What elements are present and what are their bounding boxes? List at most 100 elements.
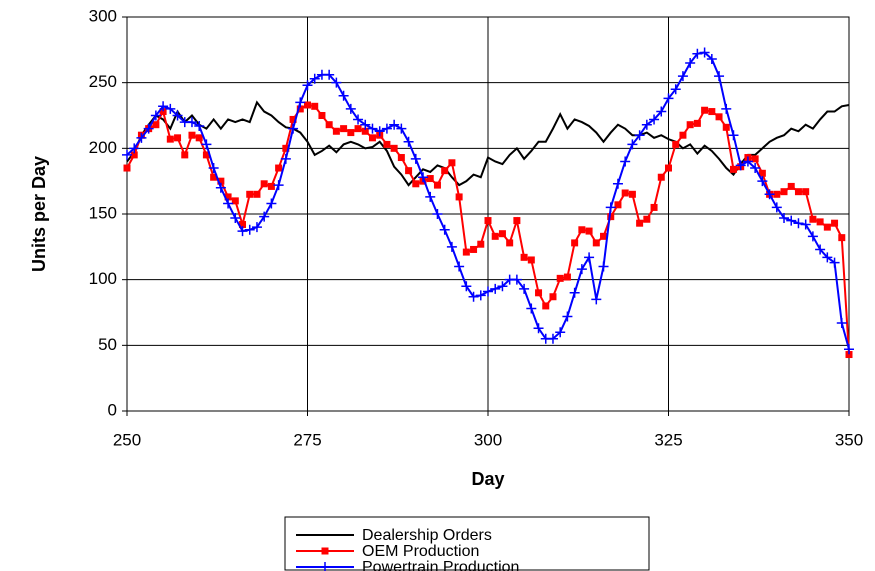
marker	[331, 77, 342, 88]
marker	[215, 182, 226, 193]
marker	[446, 241, 457, 252]
marker	[484, 217, 492, 225]
marker	[714, 71, 725, 82]
marker	[122, 149, 132, 160]
marker	[397, 154, 405, 162]
y-tick-label: 150	[89, 203, 117, 222]
x-tick-label: 275	[293, 430, 321, 449]
marker	[477, 240, 485, 248]
marker	[396, 123, 407, 134]
marker	[338, 90, 349, 101]
marker	[555, 327, 566, 338]
marker	[764, 189, 775, 200]
marker	[143, 123, 154, 134]
marker	[779, 212, 790, 223]
marker	[309, 73, 320, 84]
marker	[295, 97, 306, 108]
y-tick-label: 300	[89, 6, 117, 25]
marker	[237, 226, 248, 237]
marker	[556, 274, 564, 282]
marker	[266, 198, 277, 209]
marker	[650, 203, 658, 211]
marker	[498, 230, 506, 238]
marker	[441, 167, 449, 175]
marker	[304, 101, 311, 109]
marker	[526, 303, 537, 314]
marker	[802, 188, 810, 196]
marker	[591, 294, 602, 305]
marker	[657, 173, 665, 181]
x-tick-label: 350	[835, 430, 863, 449]
marker	[506, 239, 514, 247]
marker	[679, 131, 687, 139]
marker	[656, 106, 667, 117]
marker	[129, 143, 140, 154]
marker	[823, 223, 831, 231]
marker	[201, 139, 212, 150]
marker	[620, 156, 631, 167]
marker	[347, 129, 355, 137]
x-axis-title: Day	[471, 469, 504, 489]
marker	[708, 108, 716, 116]
marker	[612, 178, 623, 189]
marker	[693, 119, 701, 127]
marker	[511, 274, 522, 285]
marker	[345, 103, 356, 114]
marker	[773, 190, 781, 198]
marker	[600, 232, 608, 240]
marker	[288, 123, 299, 134]
y-tick-label: 0	[108, 400, 117, 419]
marker	[699, 47, 710, 58]
marker	[194, 121, 205, 132]
x-tick-label: 325	[654, 430, 682, 449]
marker	[578, 226, 586, 234]
marker	[665, 164, 672, 172]
marker	[787, 182, 795, 190]
marker	[729, 165, 737, 173]
marker	[318, 112, 326, 119]
marker	[685, 57, 696, 68]
legend-label: Dealership Orders	[362, 527, 492, 544]
marker	[794, 188, 802, 196]
marker	[735, 160, 746, 171]
marker	[780, 188, 788, 196]
marker	[172, 110, 183, 121]
marker	[324, 69, 335, 80]
marker	[527, 256, 535, 264]
marker	[641, 119, 652, 130]
marker	[838, 234, 846, 242]
marker	[628, 190, 636, 198]
marker	[535, 289, 543, 297]
x-tick-label: 250	[113, 430, 141, 449]
marker	[836, 318, 847, 329]
marker	[403, 136, 414, 147]
marker	[677, 71, 688, 82]
marker	[815, 244, 826, 255]
marker	[332, 127, 340, 135]
marker	[311, 102, 319, 110]
y-axis-title: Units per Day	[29, 156, 49, 272]
marker	[412, 180, 420, 188]
marker	[549, 293, 557, 301]
marker	[547, 333, 558, 344]
marker	[663, 93, 674, 104]
marker	[325, 121, 333, 129]
marker	[721, 103, 732, 114]
marker	[475, 290, 486, 301]
marker	[354, 125, 362, 133]
marker	[563, 273, 571, 281]
marker	[742, 156, 753, 167]
marker	[230, 212, 241, 223]
marker	[627, 139, 638, 150]
marker	[757, 176, 768, 187]
marker	[321, 547, 329, 555]
marker	[793, 218, 804, 229]
marker	[672, 140, 680, 148]
marker	[418, 172, 429, 183]
marker	[259, 211, 270, 222]
marker	[809, 215, 817, 223]
marker	[432, 209, 443, 219]
marker	[569, 287, 580, 298]
